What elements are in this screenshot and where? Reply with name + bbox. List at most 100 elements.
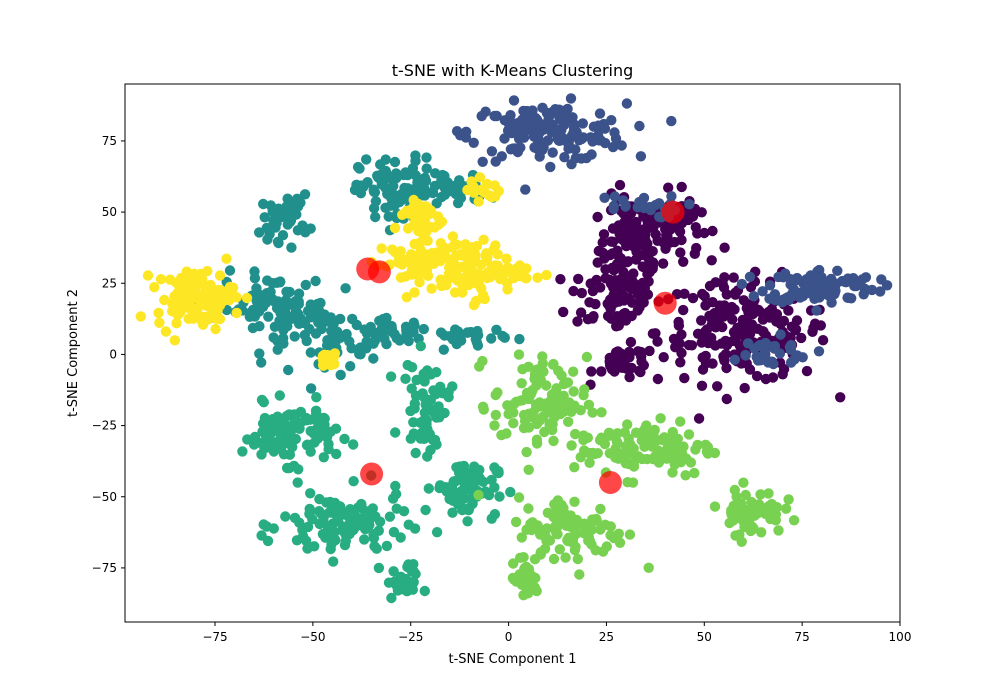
data-point bbox=[477, 355, 488, 367]
data-point bbox=[486, 146, 498, 157]
data-point bbox=[350, 511, 361, 522]
data-point bbox=[393, 575, 404, 586]
data-point bbox=[344, 527, 355, 538]
data-point bbox=[568, 366, 579, 377]
data-point bbox=[606, 359, 617, 370]
x-tick-label: 50 bbox=[697, 630, 712, 644]
data-point bbox=[249, 273, 261, 284]
data-point bbox=[368, 532, 380, 544]
data-point bbox=[339, 539, 351, 551]
data-point bbox=[669, 459, 680, 470]
data-point bbox=[305, 223, 316, 234]
data-point bbox=[295, 406, 306, 418]
data-point bbox=[679, 288, 690, 299]
data-point bbox=[378, 170, 389, 182]
data-point bbox=[746, 496, 757, 508]
data-point bbox=[566, 440, 577, 451]
data-point bbox=[712, 381, 723, 392]
data-point bbox=[609, 127, 620, 138]
data-point bbox=[693, 413, 705, 424]
data-point bbox=[451, 126, 463, 137]
data-point bbox=[597, 237, 608, 248]
data-point bbox=[697, 288, 708, 300]
data-point bbox=[400, 167, 411, 178]
data-point bbox=[214, 270, 226, 281]
data-point bbox=[657, 258, 669, 269]
data-point bbox=[418, 391, 430, 403]
data-point bbox=[635, 151, 647, 162]
data-point bbox=[402, 183, 414, 194]
data-point bbox=[696, 315, 707, 326]
data-point bbox=[783, 494, 794, 505]
data-point bbox=[652, 336, 663, 347]
data-point bbox=[541, 380, 552, 391]
data-point bbox=[636, 356, 647, 367]
data-point bbox=[740, 322, 751, 334]
data-point bbox=[470, 269, 481, 280]
data-point bbox=[385, 371, 397, 382]
centroid-marker bbox=[360, 462, 384, 486]
data-point bbox=[318, 452, 329, 463]
data-point bbox=[563, 532, 574, 543]
data-point bbox=[443, 391, 454, 403]
data-point bbox=[395, 532, 406, 543]
data-point bbox=[278, 338, 289, 349]
data-point bbox=[596, 407, 607, 418]
data-point bbox=[328, 351, 340, 363]
data-point bbox=[395, 246, 406, 257]
data-point bbox=[606, 262, 618, 274]
data-point bbox=[729, 484, 740, 496]
data-point bbox=[608, 289, 619, 301]
data-point bbox=[519, 126, 530, 138]
data-point bbox=[339, 433, 350, 445]
data-point bbox=[775, 329, 786, 340]
x-tick-label: −25 bbox=[398, 630, 423, 644]
data-point bbox=[612, 428, 623, 439]
data-point bbox=[632, 233, 643, 244]
x-tick-label: 75 bbox=[795, 630, 810, 644]
data-point bbox=[305, 488, 316, 499]
data-point bbox=[576, 287, 587, 299]
data-point bbox=[476, 283, 487, 294]
data-point bbox=[572, 553, 583, 565]
data-point bbox=[813, 346, 825, 357]
data-point bbox=[697, 352, 708, 363]
data-point bbox=[570, 428, 581, 440]
data-point bbox=[577, 118, 588, 129]
data-point bbox=[525, 518, 536, 530]
points-layer bbox=[135, 93, 893, 604]
x-tick-label: 100 bbox=[889, 630, 912, 644]
data-point bbox=[728, 272, 739, 283]
data-point bbox=[166, 306, 178, 317]
data-point bbox=[692, 228, 703, 239]
data-point bbox=[764, 280, 776, 291]
data-point bbox=[466, 176, 477, 187]
data-point bbox=[832, 265, 843, 276]
data-point bbox=[207, 287, 219, 298]
data-point bbox=[385, 200, 397, 211]
data-point bbox=[284, 462, 295, 474]
data-point bbox=[621, 98, 633, 109]
data-point bbox=[345, 504, 356, 515]
data-point bbox=[390, 480, 401, 492]
data-point bbox=[634, 120, 645, 132]
data-point bbox=[518, 552, 529, 563]
data-point bbox=[188, 313, 199, 324]
data-point bbox=[615, 253, 626, 264]
data-point bbox=[508, 558, 519, 569]
data-point bbox=[450, 475, 462, 487]
data-point bbox=[764, 293, 775, 304]
y-tick-label: −75 bbox=[92, 561, 117, 575]
data-point bbox=[740, 489, 751, 501]
data-point bbox=[765, 513, 776, 525]
data-point bbox=[752, 355, 764, 366]
data-point bbox=[502, 400, 513, 411]
data-point bbox=[623, 220, 634, 231]
data-point bbox=[254, 348, 265, 359]
data-point bbox=[390, 427, 401, 438]
data-point bbox=[311, 392, 322, 403]
data-point bbox=[531, 141, 542, 152]
data-point bbox=[457, 277, 468, 289]
data-point bbox=[501, 253, 512, 264]
data-point bbox=[411, 374, 422, 386]
